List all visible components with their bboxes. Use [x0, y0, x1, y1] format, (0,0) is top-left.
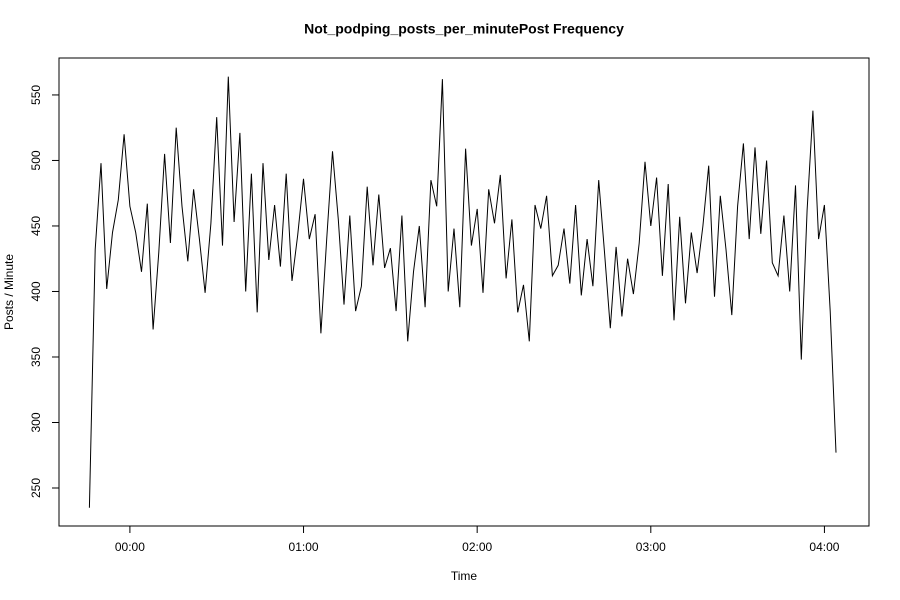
- y-tick-label: 500: [29, 150, 43, 170]
- y-tick-label: 550: [29, 85, 43, 105]
- x-tick-label: 00:00: [115, 540, 145, 554]
- data-line: [88, 76, 837, 508]
- x-axis-label: Time: [451, 569, 478, 583]
- x-tick-label: 02:00: [462, 540, 492, 554]
- y-tick-label: 450: [29, 216, 43, 236]
- y-tick-label: 350: [29, 347, 43, 367]
- x-tick-label: 04:00: [809, 540, 839, 554]
- y-tick-label: 300: [29, 412, 43, 432]
- y-tick-label: 250: [29, 478, 43, 498]
- x-tick-label: 01:00: [289, 540, 319, 554]
- chart-title: Not_podping_posts_per_minutePost Frequen…: [304, 21, 624, 37]
- x-tick-label: 03:00: [636, 540, 666, 554]
- y-axis-label: Posts / Minute: [2, 254, 16, 330]
- plot-frame: [58, 57, 870, 527]
- y-tick-label: 400: [29, 281, 43, 301]
